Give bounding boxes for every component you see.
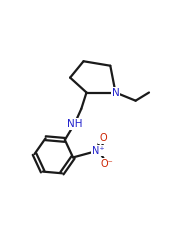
Text: O: O: [99, 133, 107, 143]
Text: N⁺: N⁺: [92, 146, 105, 155]
Text: O⁻: O⁻: [101, 159, 114, 169]
Text: N: N: [112, 88, 119, 97]
Text: NH: NH: [67, 119, 82, 129]
